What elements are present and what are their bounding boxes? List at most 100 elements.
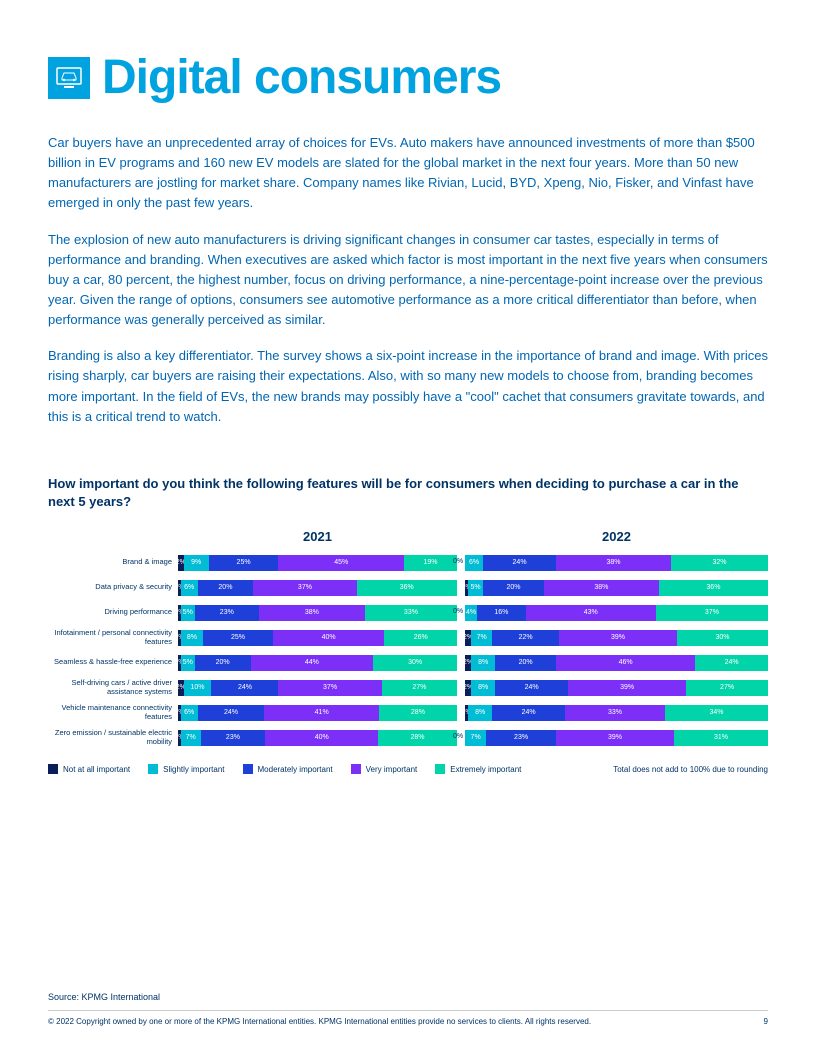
stacked-bar: 1%8%24%33%34% (465, 705, 768, 721)
chart-row: Seamless & hassle-free experience1%5%20%… (48, 652, 457, 673)
chart-row: Data privacy & security1%6%20%37%36% (48, 577, 457, 598)
chart-row: Driving performance1%5%23%38%33% (48, 602, 457, 623)
bar-segment: 36% (357, 580, 457, 596)
bar-segment: 7% (181, 730, 201, 746)
bar-segment: 33% (565, 705, 665, 721)
category-label: Zero emission / sustainable electric mob… (48, 729, 178, 746)
page-number: 9 (764, 1017, 768, 1026)
chart-row: 2%8%20%46%24% (465, 652, 768, 673)
bar-segment: 40% (273, 630, 385, 646)
bar-segment: 39% (559, 630, 677, 646)
bar-segment: 24% (695, 655, 768, 671)
legend-swatch (351, 764, 361, 774)
source-text: Source: KPMG International (48, 992, 768, 1002)
stacked-bar: 1%5%20%44%30% (178, 655, 457, 671)
zero-label: 0% (453, 558, 463, 565)
bar-segment: 5% (181, 655, 195, 671)
category-label: Vehicle maintenance connectivity feature… (48, 704, 178, 721)
zero-label: 0% (453, 608, 463, 615)
bar-segment: 25% (203, 630, 273, 646)
bar-segment: 19% (404, 555, 457, 571)
bar-segment: 16% (477, 605, 525, 621)
legend-item: Not at all important (48, 764, 130, 774)
legend-item: Slightly important (148, 764, 224, 774)
legend-swatch (435, 764, 445, 774)
stacked-bar: 1%7%23%40%28% (178, 730, 457, 746)
stacked-bar: 2%9%25%45%19% (178, 555, 457, 571)
legend-swatch (48, 764, 58, 774)
paragraph: The explosion of new auto manufacturers … (48, 230, 768, 331)
bar-segment: 4% (465, 605, 477, 621)
bar-segment: 40% (265, 730, 378, 746)
chart-row: Vehicle maintenance connectivity feature… (48, 702, 457, 723)
stacked-bar: 2%8%20%46%24% (465, 655, 768, 671)
legend-item: Very important (351, 764, 418, 774)
bar-segment: 43% (526, 605, 656, 621)
legend-label: Slightly important (163, 765, 224, 774)
bar-segment: 8% (471, 655, 495, 671)
stacked-bar: 0%7%23%39%31% (465, 730, 768, 746)
paragraph: Car buyers have an unprecedented array o… (48, 133, 768, 214)
stacked-bar: 1%6%24%41%28% (178, 705, 457, 721)
bar-segment: 20% (495, 655, 556, 671)
category-label: Data privacy & security (48, 583, 178, 592)
chart-row: Brand & image2%9%25%45%19% (48, 552, 457, 573)
copyright-text: © 2022 Copyright owned by one or more of… (48, 1017, 591, 1026)
bar-segment: 24% (495, 680, 568, 696)
year-label: 2021 (48, 529, 457, 544)
paragraph: Branding is also a key differentiator. T… (48, 346, 768, 427)
bar-segment: 37% (253, 580, 356, 596)
bar-segment: 30% (677, 630, 768, 646)
chart-row: Self-driving cars / active driver assist… (48, 677, 457, 698)
bar-segment: 7% (465, 730, 486, 746)
chart-row: 1%8%24%33%34% (465, 702, 768, 723)
bar-segment: 6% (181, 580, 198, 596)
stacked-bar: 2%10%24%37%27% (178, 680, 457, 696)
legend-label: Very important (366, 765, 418, 774)
bar-segment: 20% (198, 580, 254, 596)
legend-item: Moderately important (243, 764, 333, 774)
legend-swatch (243, 764, 253, 774)
bar-segment: 6% (181, 705, 198, 721)
chart-row: Zero emission / sustainable electric mob… (48, 727, 457, 748)
legend-note: Total does not add to 100% due to roundi… (613, 765, 768, 774)
bar-segment: 27% (686, 680, 768, 696)
bar-segment: 5% (181, 605, 195, 621)
bar-segment: 44% (251, 655, 374, 671)
chart-container: 2021 Brand & image2%9%25%45%19% Data priv… (48, 529, 768, 752)
bar-segment: 28% (378, 730, 457, 746)
stacked-bar: 1%6%20%37%36% (178, 580, 457, 596)
bar-segment: 24% (492, 705, 565, 721)
monitor-car-icon (48, 57, 90, 99)
stacked-bar: 2%8%24%39%27% (465, 680, 768, 696)
bar-segment: 46% (556, 655, 695, 671)
bar-segment: 28% (379, 705, 457, 721)
bar-segment: 24% (483, 555, 556, 571)
bar-segment: 38% (544, 580, 659, 596)
divider (48, 1010, 768, 1011)
chart-2022: 2022 0%6%24%38%32% 1%5%20%38%36% 0%4%16%43… (465, 529, 768, 752)
bar-segment: 27% (382, 680, 457, 696)
chart-row: 0%7%23%39%31% (465, 727, 768, 748)
year-label: 2022 (465, 529, 768, 544)
bar-segment: 8% (181, 630, 203, 646)
chart-legend: Not at all important Slightly important Mo… (48, 764, 768, 774)
bar-segment: 20% (195, 655, 251, 671)
bar-segment: 20% (483, 580, 544, 596)
stacked-bar: 1%5%20%38%36% (465, 580, 768, 596)
bar-segment: 23% (486, 730, 556, 746)
bar-segment: 37% (656, 605, 768, 621)
bar-segment: 39% (568, 680, 686, 696)
legend-label: Moderately important (258, 765, 333, 774)
stacked-bar: 0%6%24%38%32% (465, 555, 768, 571)
bar-segment: 24% (211, 680, 278, 696)
bar-segment: 31% (674, 730, 768, 746)
bar-segment: 45% (278, 555, 404, 571)
bar-segment: 38% (556, 555, 671, 571)
stacked-bar: 0%4%16%43%37% (465, 605, 768, 621)
bar-segment: 39% (556, 730, 674, 746)
legend-swatch (148, 764, 158, 774)
bar-segment: 34% (665, 705, 768, 721)
page-footer: Source: KPMG International © 2022 Copyri… (48, 992, 768, 1026)
category-label: Driving performance (48, 608, 178, 617)
